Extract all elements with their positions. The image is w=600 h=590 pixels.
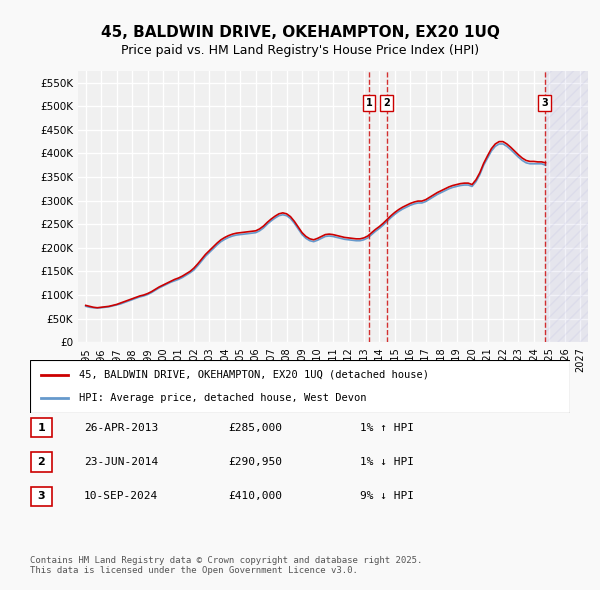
Text: Contains HM Land Registry data © Crown copyright and database right 2025.
This d: Contains HM Land Registry data © Crown c… xyxy=(30,556,422,575)
Text: 26-APR-2013: 26-APR-2013 xyxy=(84,423,158,432)
Text: 23-JUN-2014: 23-JUN-2014 xyxy=(84,457,158,467)
Text: HPI: Average price, detached house, West Devon: HPI: Average price, detached house, West… xyxy=(79,393,366,403)
Text: 45, BALDWIN DRIVE, OKEHAMPTON, EX20 1UQ (detached house): 45, BALDWIN DRIVE, OKEHAMPTON, EX20 1UQ … xyxy=(79,370,428,380)
Text: 10-SEP-2024: 10-SEP-2024 xyxy=(84,491,158,501)
Text: 2: 2 xyxy=(38,457,45,467)
Text: 3: 3 xyxy=(541,99,548,109)
FancyBboxPatch shape xyxy=(31,487,52,506)
Text: £290,950: £290,950 xyxy=(228,457,282,467)
Text: £410,000: £410,000 xyxy=(228,491,282,501)
FancyBboxPatch shape xyxy=(30,360,570,413)
Text: £285,000: £285,000 xyxy=(228,423,282,432)
Text: 9% ↓ HPI: 9% ↓ HPI xyxy=(360,491,414,501)
Text: Price paid vs. HM Land Registry's House Price Index (HPI): Price paid vs. HM Land Registry's House … xyxy=(121,44,479,57)
Text: 2: 2 xyxy=(383,99,390,109)
Bar xyxy=(545,71,588,342)
FancyBboxPatch shape xyxy=(31,418,52,437)
Text: 1% ↓ HPI: 1% ↓ HPI xyxy=(360,457,414,467)
FancyBboxPatch shape xyxy=(31,453,52,471)
Text: 1: 1 xyxy=(38,423,45,432)
Text: 1: 1 xyxy=(365,99,372,109)
Text: 1% ↑ HPI: 1% ↑ HPI xyxy=(360,423,414,432)
Text: 45, BALDWIN DRIVE, OKEHAMPTON, EX20 1UQ: 45, BALDWIN DRIVE, OKEHAMPTON, EX20 1UQ xyxy=(101,25,499,40)
Text: 3: 3 xyxy=(38,491,45,501)
